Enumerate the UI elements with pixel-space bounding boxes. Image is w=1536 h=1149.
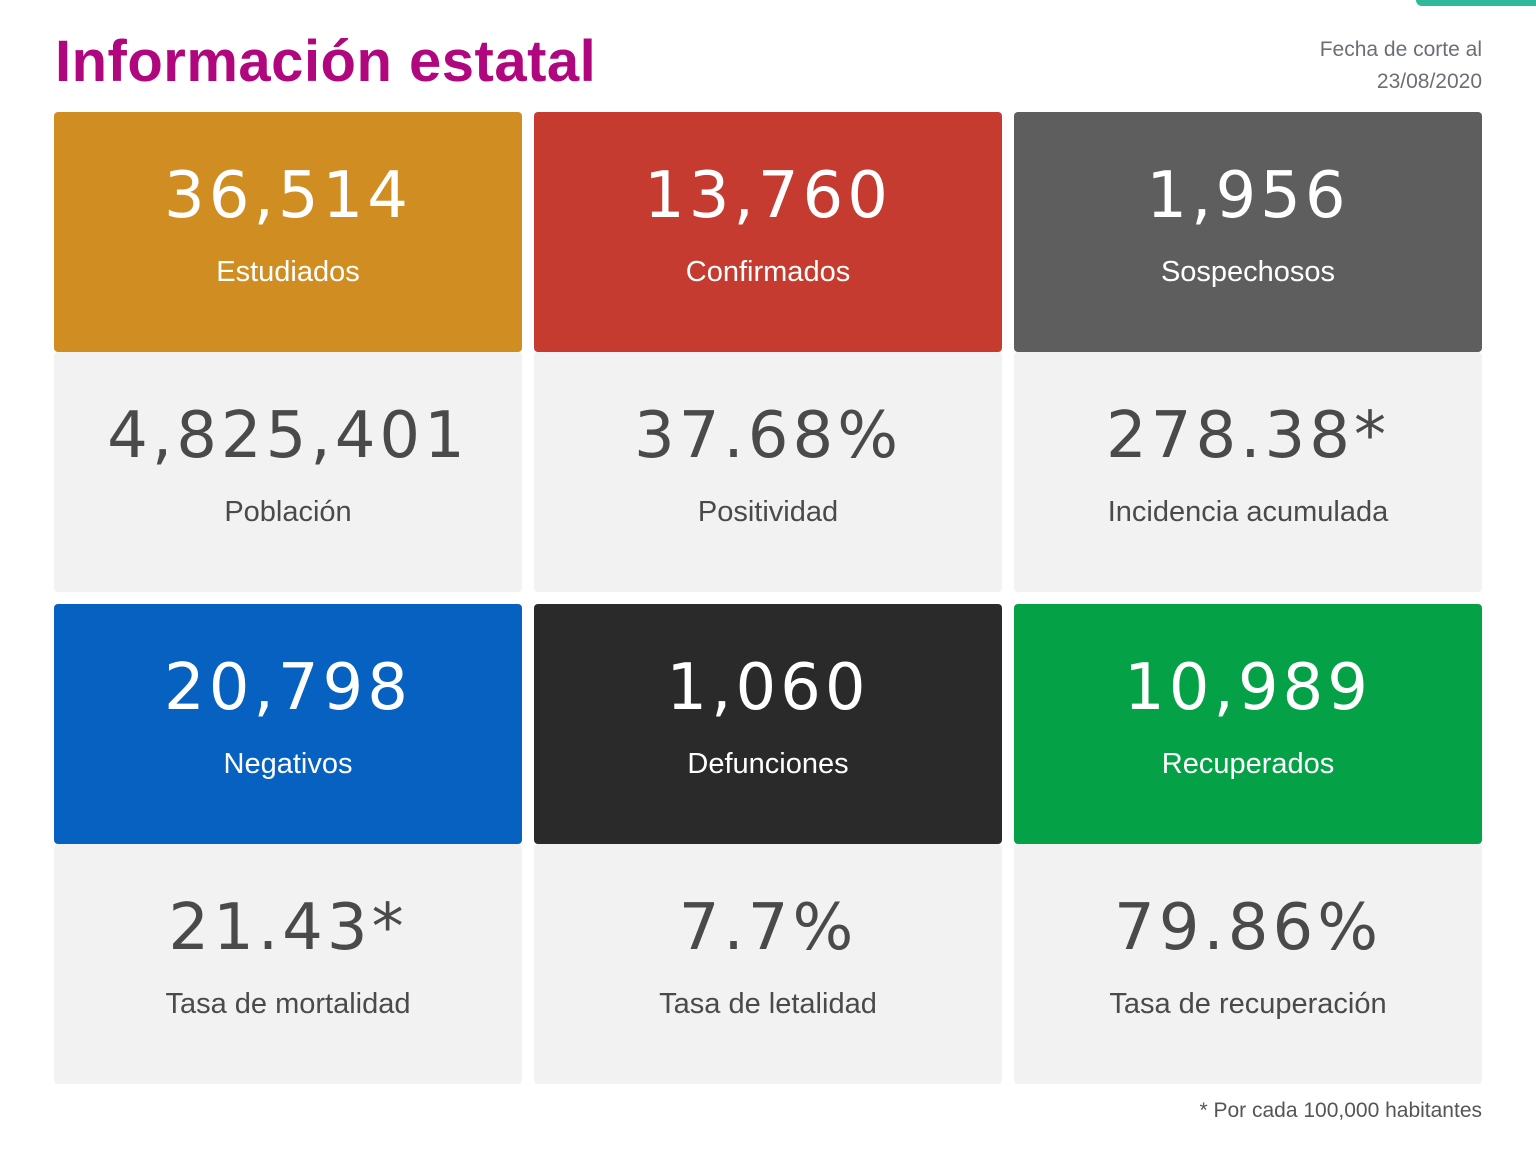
card-negativos: 20,798 Negativos: [54, 604, 522, 844]
stat-label: Tasa de letalidad: [659, 988, 877, 1020]
stat-value: 278.38*: [1106, 399, 1390, 473]
stat-label: Tasa de recuperación: [1109, 988, 1387, 1020]
stat-value: 13,760: [644, 159, 892, 233]
card-tasa-letalidad: 7.7% Tasa de letalidad: [534, 844, 1002, 1084]
row-spacer: [54, 592, 1482, 604]
stat-label: Tasa de mortalidad: [165, 988, 411, 1020]
card-positividad: 37.68% Positividad: [534, 352, 1002, 592]
card-estudiados: 36,514 Estudiados: [54, 112, 522, 352]
stat-label: Confirmados: [685, 256, 851, 288]
card-tasa-mortalidad: 21.43* Tasa de mortalidad: [54, 844, 522, 1084]
stat-value: 4,825,401: [107, 399, 469, 473]
stat-value: 10,989: [1124, 651, 1372, 725]
top-accent-bar: [1416, 0, 1536, 6]
stat-label: Población: [224, 496, 352, 528]
stat-value: 20,798: [164, 651, 412, 725]
stat-value: 1,956: [1146, 159, 1350, 233]
stat-value: 1,060: [666, 651, 870, 725]
stat-label: Positividad: [697, 496, 839, 528]
cutoff-date: Fecha de corte al 23/08/2020: [1320, 34, 1482, 98]
stats-grid: 36,514 Estudiados 13,760 Confirmados 1,956…: [54, 112, 1482, 1084]
stat-value: 7.7%: [678, 891, 858, 965]
stat-value: 79.86%: [1113, 891, 1383, 965]
date-value: 23/08/2020: [1376, 70, 1482, 93]
stat-label: Recuperados: [1161, 748, 1335, 780]
stat-label: Defunciones: [687, 748, 849, 780]
stat-value: 37.68%: [633, 399, 903, 473]
stat-label: Incidencia acumulada: [1107, 496, 1389, 528]
stat-label: Estudiados: [216, 256, 360, 288]
page-title: Información estatal: [55, 29, 597, 94]
card-defunciones: 1,060 Defunciones: [534, 604, 1002, 844]
stat-label: Sospechosos: [1160, 256, 1336, 288]
stat-value: 36,514: [164, 159, 412, 233]
stat-label: Negativos: [223, 748, 353, 780]
card-recuperados: 10,989 Recuperados: [1014, 604, 1482, 844]
card-tasa-recuperacion: 79.86% Tasa de recuperación: [1014, 844, 1482, 1084]
card-confirmados: 13,760 Confirmados: [534, 112, 1002, 352]
footnote: * Por cada 100,000 habitantes: [1199, 1099, 1482, 1122]
date-label: Fecha de corte al: [1319, 38, 1482, 61]
card-sospechosos: 1,956 Sospechosos: [1014, 112, 1482, 352]
card-poblacion: 4,825,401 Población: [54, 352, 522, 592]
card-incidencia: 278.38* Incidencia acumulada: [1014, 352, 1482, 592]
stat-value: 21.43*: [168, 891, 408, 965]
